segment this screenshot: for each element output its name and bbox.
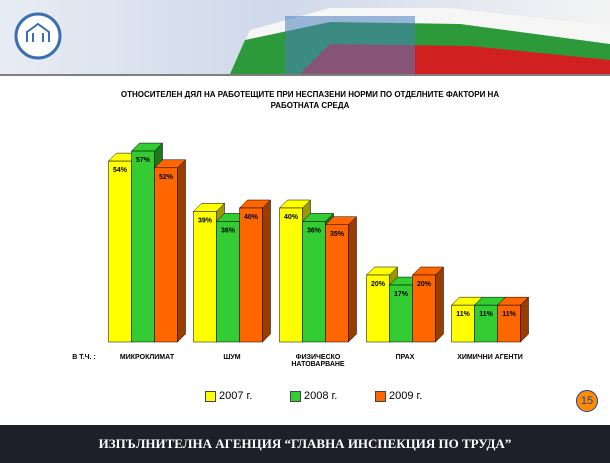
bar (302, 221, 326, 343)
legend-label: 2009 г. (389, 390, 423, 402)
x-tick-label: ФИЗИЧЕСКО НАТОВАРВАНЕ (291, 354, 345, 368)
value-label: 57% (136, 157, 151, 164)
bar (412, 274, 436, 343)
chart-title: ОТНОСИТЕЛЕН ДЯЛ НА РАБОТЕЩИТЕ ПРИ НЕСПАЗ… (120, 90, 500, 110)
footer: ИЗПЪЛНИТЕЛНА АГЕНЦИЯ “ГЛАВНА ИНСПЕКЦИЯ П… (0, 425, 610, 463)
bar (108, 160, 132, 343)
building (285, 16, 415, 74)
bar-side (348, 216, 357, 343)
value-label: 52% (159, 174, 174, 181)
bar-side (262, 199, 271, 343)
legend-swatch (205, 391, 216, 402)
legend-swatch (375, 391, 386, 402)
value-label: 39% (198, 217, 213, 224)
x-tick-label: ХИМИЧНИ АГЕНТИ (457, 354, 523, 361)
value-label: 54% (113, 167, 128, 174)
value-label: 36% (307, 227, 322, 234)
value-label: 20% (371, 281, 386, 288)
legend-label: 2008 г. (304, 390, 338, 402)
bar-side (177, 159, 186, 343)
legend-swatch (290, 391, 301, 402)
legend-label: 2007 г. (219, 390, 253, 402)
value-label: 11% (502, 311, 516, 318)
x-tick-label: МИКРОКЛИМАТ (119, 354, 175, 361)
bar (131, 150, 155, 343)
prefix-label: В Т.Ч. : (72, 354, 96, 361)
bar (193, 211, 217, 343)
value-label: 17% (394, 291, 409, 298)
logo (14, 12, 62, 60)
value-label: 11% (479, 311, 493, 318)
page-number: 15 (576, 390, 598, 412)
bar (154, 167, 178, 343)
value-label: 40% (284, 214, 299, 221)
logo-icon (26, 22, 50, 42)
bar (279, 207, 303, 343)
bar (239, 207, 263, 343)
bar (497, 304, 521, 343)
x-tick-label: ПРАХ (395, 354, 415, 361)
x-tick-label: ШУМ (223, 354, 241, 361)
bar (216, 221, 240, 343)
value-label: 36% (221, 227, 236, 234)
value-label: 11% (456, 311, 470, 318)
bar-side (435, 266, 444, 343)
value-label: 20% (417, 281, 432, 288)
value-label: 35% (330, 231, 345, 238)
bar (325, 224, 349, 343)
value-label: 40% (244, 214, 259, 221)
